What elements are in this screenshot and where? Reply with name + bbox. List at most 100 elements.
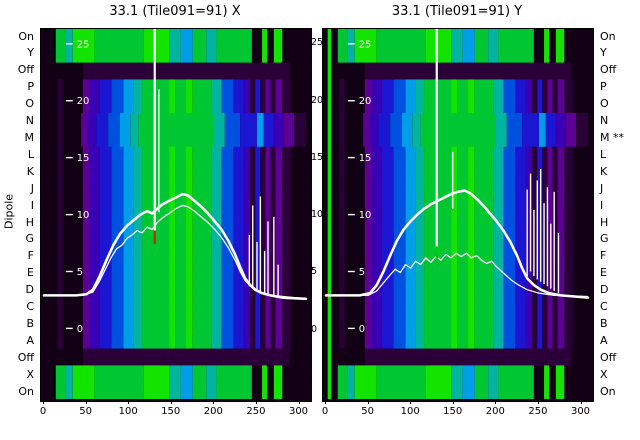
heat-segment xyxy=(468,197,475,215)
heat-segment xyxy=(211,331,222,350)
heat-segment xyxy=(547,146,553,165)
heat-segment xyxy=(192,79,212,97)
heat-segment xyxy=(273,129,284,148)
heat-segment xyxy=(255,331,261,350)
heat-segment xyxy=(221,96,234,114)
heat-segment xyxy=(468,96,475,114)
heat-segment xyxy=(515,79,526,97)
heat-segment xyxy=(525,197,533,215)
heat-segment xyxy=(552,79,558,97)
heat-segment xyxy=(552,214,558,232)
heat-segment xyxy=(169,29,181,47)
heat-segment xyxy=(344,214,365,232)
heat-segment xyxy=(378,129,391,148)
heat-segment xyxy=(544,365,550,383)
heat-segment xyxy=(451,180,458,198)
heat-segment xyxy=(233,264,244,282)
heat-segment xyxy=(81,129,88,148)
heat-segment xyxy=(564,382,589,399)
heat-segment xyxy=(381,180,394,198)
heat-segment xyxy=(275,197,283,215)
heat-segment xyxy=(282,197,291,215)
heat-segment xyxy=(99,180,112,198)
heat-segment xyxy=(111,314,124,333)
heat-segment xyxy=(420,129,496,148)
heat-segment xyxy=(282,29,307,47)
row-label-right: On xyxy=(600,29,616,43)
heat-segment xyxy=(260,264,266,282)
heat-segment xyxy=(572,331,589,350)
heat-segment xyxy=(381,281,394,299)
heat-segment xyxy=(364,298,372,316)
x-tick-label: 250 xyxy=(528,406,548,417)
heat-segment xyxy=(290,298,307,316)
heat-segment xyxy=(495,113,507,131)
heat-segment xyxy=(564,314,573,333)
heat-segment xyxy=(270,314,276,333)
x-tick-label: 50 xyxy=(79,406,92,417)
heat-segment xyxy=(405,79,416,97)
inner-db-tick-label: 0 xyxy=(359,324,365,335)
heat-segment xyxy=(186,214,193,232)
heat-segment xyxy=(339,113,345,131)
heat-segment xyxy=(354,45,377,64)
heat-segment xyxy=(503,281,516,299)
heat-segment xyxy=(547,180,553,198)
heat-segment xyxy=(571,348,589,366)
heat-segment xyxy=(552,146,558,165)
heat-segment xyxy=(82,281,90,299)
heat-segment xyxy=(415,79,425,97)
heat-segment xyxy=(206,365,217,383)
heat-segment xyxy=(290,146,307,165)
heat-segment xyxy=(211,314,222,333)
heat-segment xyxy=(364,348,572,366)
heat-segment xyxy=(393,79,406,97)
heat-segment xyxy=(572,214,589,232)
row-label-right: M ** xyxy=(600,130,624,144)
heat-segment xyxy=(393,163,406,181)
heat-segment xyxy=(250,163,256,181)
heat-segment xyxy=(364,247,372,266)
row-label-left: H xyxy=(25,215,34,229)
heat-segment xyxy=(243,197,251,215)
title-panel-x: 33.1 (Tile091=91) X xyxy=(109,4,241,19)
heat-segment xyxy=(62,129,82,148)
heat-segment xyxy=(243,264,251,282)
heat-segment xyxy=(250,314,256,333)
heatmap-panel-x: 25 20 15 10 5 0 xyxy=(40,28,312,402)
heat-segment xyxy=(273,382,283,399)
heat-segment xyxy=(378,113,391,131)
heat-segment xyxy=(289,348,307,366)
heat-segment xyxy=(376,382,426,399)
heat-segment xyxy=(282,230,291,249)
heat-segment xyxy=(82,146,90,165)
row-label-right: N xyxy=(600,114,609,127)
heat-segment xyxy=(87,129,97,148)
heat-segment xyxy=(270,197,276,215)
heat-segment xyxy=(216,29,252,47)
heat-segment xyxy=(533,365,545,383)
heat-segment xyxy=(376,45,426,64)
heat-segment xyxy=(572,79,589,97)
heat-segment xyxy=(557,146,565,165)
heat-segment xyxy=(371,314,382,333)
heat-segment xyxy=(57,264,63,282)
heat-segment xyxy=(89,79,100,97)
heat-segment xyxy=(339,247,345,266)
heat-segment xyxy=(363,129,370,148)
heat-segment xyxy=(96,113,109,131)
heat-segment xyxy=(55,45,66,64)
heat-segment xyxy=(538,113,546,131)
heat-segment xyxy=(111,163,124,181)
heat-segment xyxy=(82,230,90,249)
heat-segment xyxy=(468,180,475,198)
heat-segment xyxy=(364,230,372,249)
heat-segment xyxy=(111,197,124,215)
heat-segment xyxy=(474,247,494,266)
inner-db-tick-label: 20 xyxy=(359,96,372,107)
heat-segment xyxy=(325,62,365,81)
heat-segment xyxy=(451,230,458,249)
x-tick xyxy=(537,400,539,404)
heat-segment xyxy=(250,331,256,350)
